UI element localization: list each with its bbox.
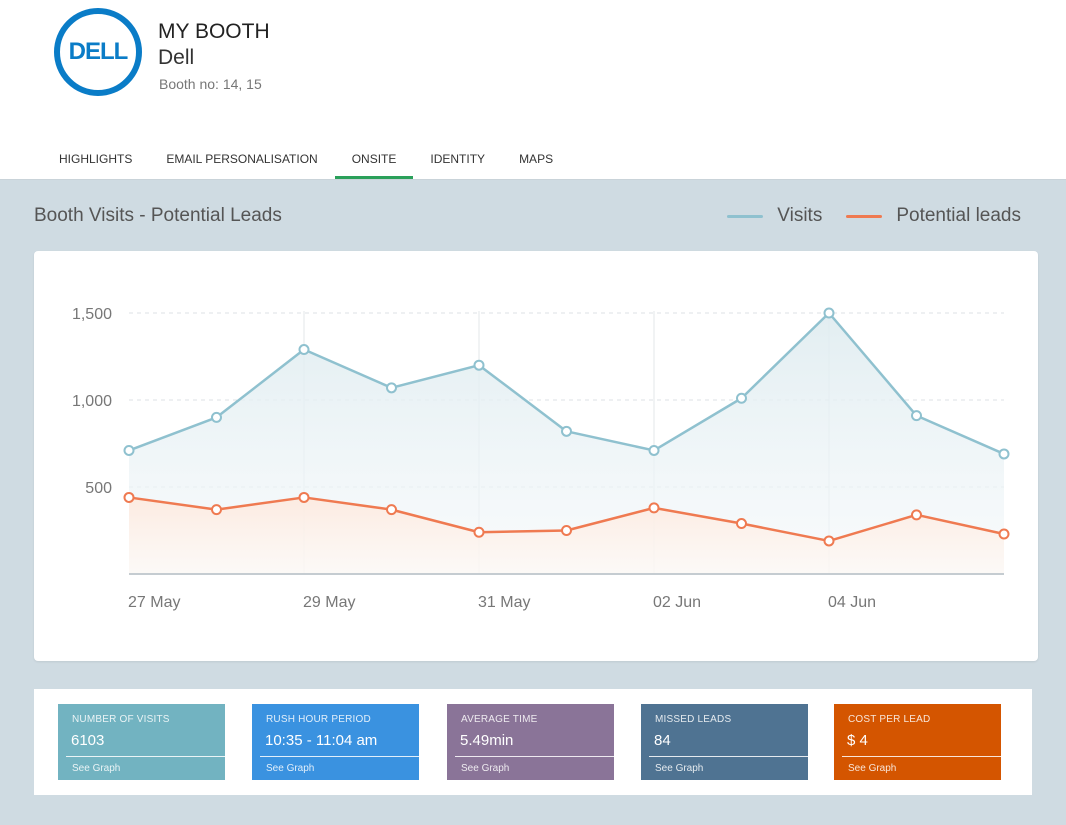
see-graph-link[interactable]: See Graph (655, 763, 704, 774)
stat-rush-hour-period[interactable]: RUSH HOUR PERIOD 10:35 - 11:04 am See Gr… (252, 704, 419, 780)
y-tick-label: 500 (85, 480, 112, 497)
visits-point (561, 425, 572, 437)
stat-value: 6103 (71, 732, 105, 749)
see-graph-link[interactable]: See Graph (266, 763, 315, 774)
tab-identity[interactable]: IDENTITY (430, 152, 486, 166)
visits-point (211, 411, 222, 423)
stat-number-of-visits[interactable]: NUMBER OF VISITS 6103 See Graph (58, 704, 225, 780)
see-graph-link[interactable]: See Graph (848, 763, 897, 774)
stat-value: 5.49min (460, 732, 514, 749)
potential-leads-point (211, 504, 222, 516)
potential-leads-point (298, 491, 310, 503)
potential-leads-point (473, 526, 485, 538)
potential-leads-point (123, 491, 135, 503)
tab-highlights[interactable]: HIGHLIGHTS (59, 152, 133, 166)
visits-point (823, 307, 835, 319)
x-tick-label: 31 May (478, 594, 530, 611)
legend-label-visits: Visits (777, 205, 823, 226)
stat-value: 10:35 - 11:04 am (265, 732, 378, 749)
potential-leads-point (648, 502, 660, 514)
company-name: Dell (158, 46, 195, 69)
chart-card: 500 1,000 1,500 27 May 29 May 31 May 02 Jun 04 … (34, 251, 1038, 661)
tab-maps[interactable]: MAPS (519, 152, 554, 166)
potential-leads-point (386, 504, 397, 516)
visits-point (473, 359, 485, 371)
stat-missed-leads[interactable]: MISSED LEADS 84 See Graph (641, 704, 808, 780)
tab-bar: HIGHLIGHTS EMAIL PERSONALISATION ONSITE … (42, 140, 570, 180)
stat-divider (455, 756, 614, 757)
section-title: Booth Visits - Potential Leads (34, 205, 282, 226)
potential-leads-point (823, 535, 835, 547)
stat-divider (66, 756, 225, 757)
legend-swatch-potential-leads (846, 214, 883, 218)
legend-swatch-visits (727, 214, 764, 218)
legend-item-visits: Visits (727, 205, 822, 227)
stat-cost-per-lead[interactable]: COST PER LEAD $ 4 See Graph (834, 704, 1001, 780)
stat-label: NUMBER OF VISITS (72, 714, 170, 725)
line-chart: 500 1,000 1,500 27 May 29 May 31 May 02 Jun 04 … (72, 306, 1010, 611)
visits-point (386, 382, 397, 394)
x-tick-label: 02 Jun (653, 594, 701, 611)
visits-point (911, 410, 922, 422)
stats-panel: NUMBER OF VISITS 6103 See Graph RUSH HOU… (34, 689, 1032, 795)
tab-email-personalisation[interactable]: EMAIL PERSONALISATION (166, 152, 318, 166)
logo-text: DELL (68, 38, 129, 65)
visits-point (736, 392, 747, 404)
chart-legend: Visits Potential leads (703, 205, 1021, 227)
x-tick-label: 27 May (128, 594, 180, 611)
stat-label: COST PER LEAD (848, 714, 931, 725)
see-graph-link[interactable]: See Graph (461, 763, 510, 774)
booth-header: DELL MY BOOTH Dell Booth no: 14, 15 HIGH… (0, 0, 1066, 180)
stat-divider (649, 756, 808, 757)
x-tick-label: 29 May (303, 594, 355, 611)
potential-leads-point (911, 509, 922, 521)
x-tick-label: 04 Jun (828, 594, 876, 611)
dell-logo: DELL (54, 8, 142, 96)
potential-leads-point (736, 518, 747, 530)
stat-divider (260, 756, 419, 757)
visits-point (123, 444, 135, 456)
stat-label: AVERAGE TIME (461, 714, 538, 725)
booth-number: Booth no: 14, 15 (159, 76, 262, 92)
legend-label-potential-leads: Potential leads (896, 205, 1021, 226)
see-graph-link[interactable]: See Graph (72, 763, 121, 774)
y-tick-label: 1,000 (72, 393, 112, 410)
potential-leads-point (561, 525, 572, 536)
potential-leads-point (998, 528, 1010, 540)
stat-average-time[interactable]: AVERAGE TIME 5.49min See Graph (447, 704, 614, 780)
legend-item-potential-leads: Potential leads (846, 205, 1021, 227)
visits-point (998, 448, 1010, 460)
stat-label: MISSED LEADS (655, 714, 732, 725)
tab-onsite[interactable]: ONSITE (334, 140, 414, 180)
stat-label: RUSH HOUR PERIOD (266, 714, 371, 725)
visits-point (298, 344, 310, 356)
y-tick-label: 1,500 (72, 306, 112, 323)
stat-value: $ 4 (847, 732, 868, 749)
visits-point (648, 444, 660, 456)
page-title: MY BOOTH (158, 20, 270, 43)
stat-divider (842, 756, 1001, 757)
stat-value: 84 (654, 732, 671, 749)
